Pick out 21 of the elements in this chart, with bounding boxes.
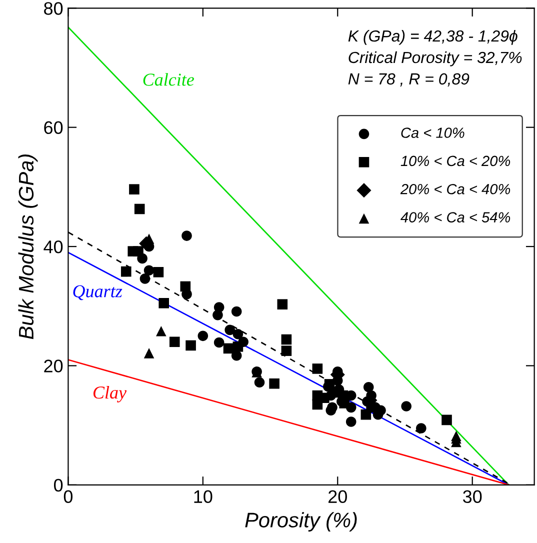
series-label: Quartz xyxy=(73,285,122,300)
legend-label: 10% < Ca < 20% xyxy=(400,156,510,166)
legend-label: Ca < 10% xyxy=(401,128,464,138)
legend-label: 20% < Ca < 40% xyxy=(400,184,510,194)
x-tick-label: 10 xyxy=(194,490,212,504)
y-axis-title: Bulk Modulus (GPa) xyxy=(18,154,38,340)
series-label: Clay xyxy=(93,386,127,402)
y-tick-label: 80 xyxy=(44,2,63,15)
y-tick-label: 60 xyxy=(44,121,63,134)
legend-label: 40% < Ca < 54% xyxy=(400,212,510,222)
annotation: Critical Porosity = 32,7% xyxy=(348,51,522,66)
series-label: Calcite xyxy=(143,73,194,86)
x-tick-label: 0 xyxy=(64,490,73,504)
y-tick-label: 40 xyxy=(44,240,63,254)
x-tick-label: 20 xyxy=(328,490,347,504)
y-tick-label: 20 xyxy=(44,360,63,372)
annotation: K (GPa) = 42,38 - 1,29ϕ xyxy=(348,30,518,45)
y-tick-label: 0 xyxy=(54,478,63,492)
x-axis-title: Porosity (%) xyxy=(245,512,357,532)
annotation: N = 78 , R = 0,89 xyxy=(348,73,470,86)
x-tick-label: 30 xyxy=(462,490,482,504)
